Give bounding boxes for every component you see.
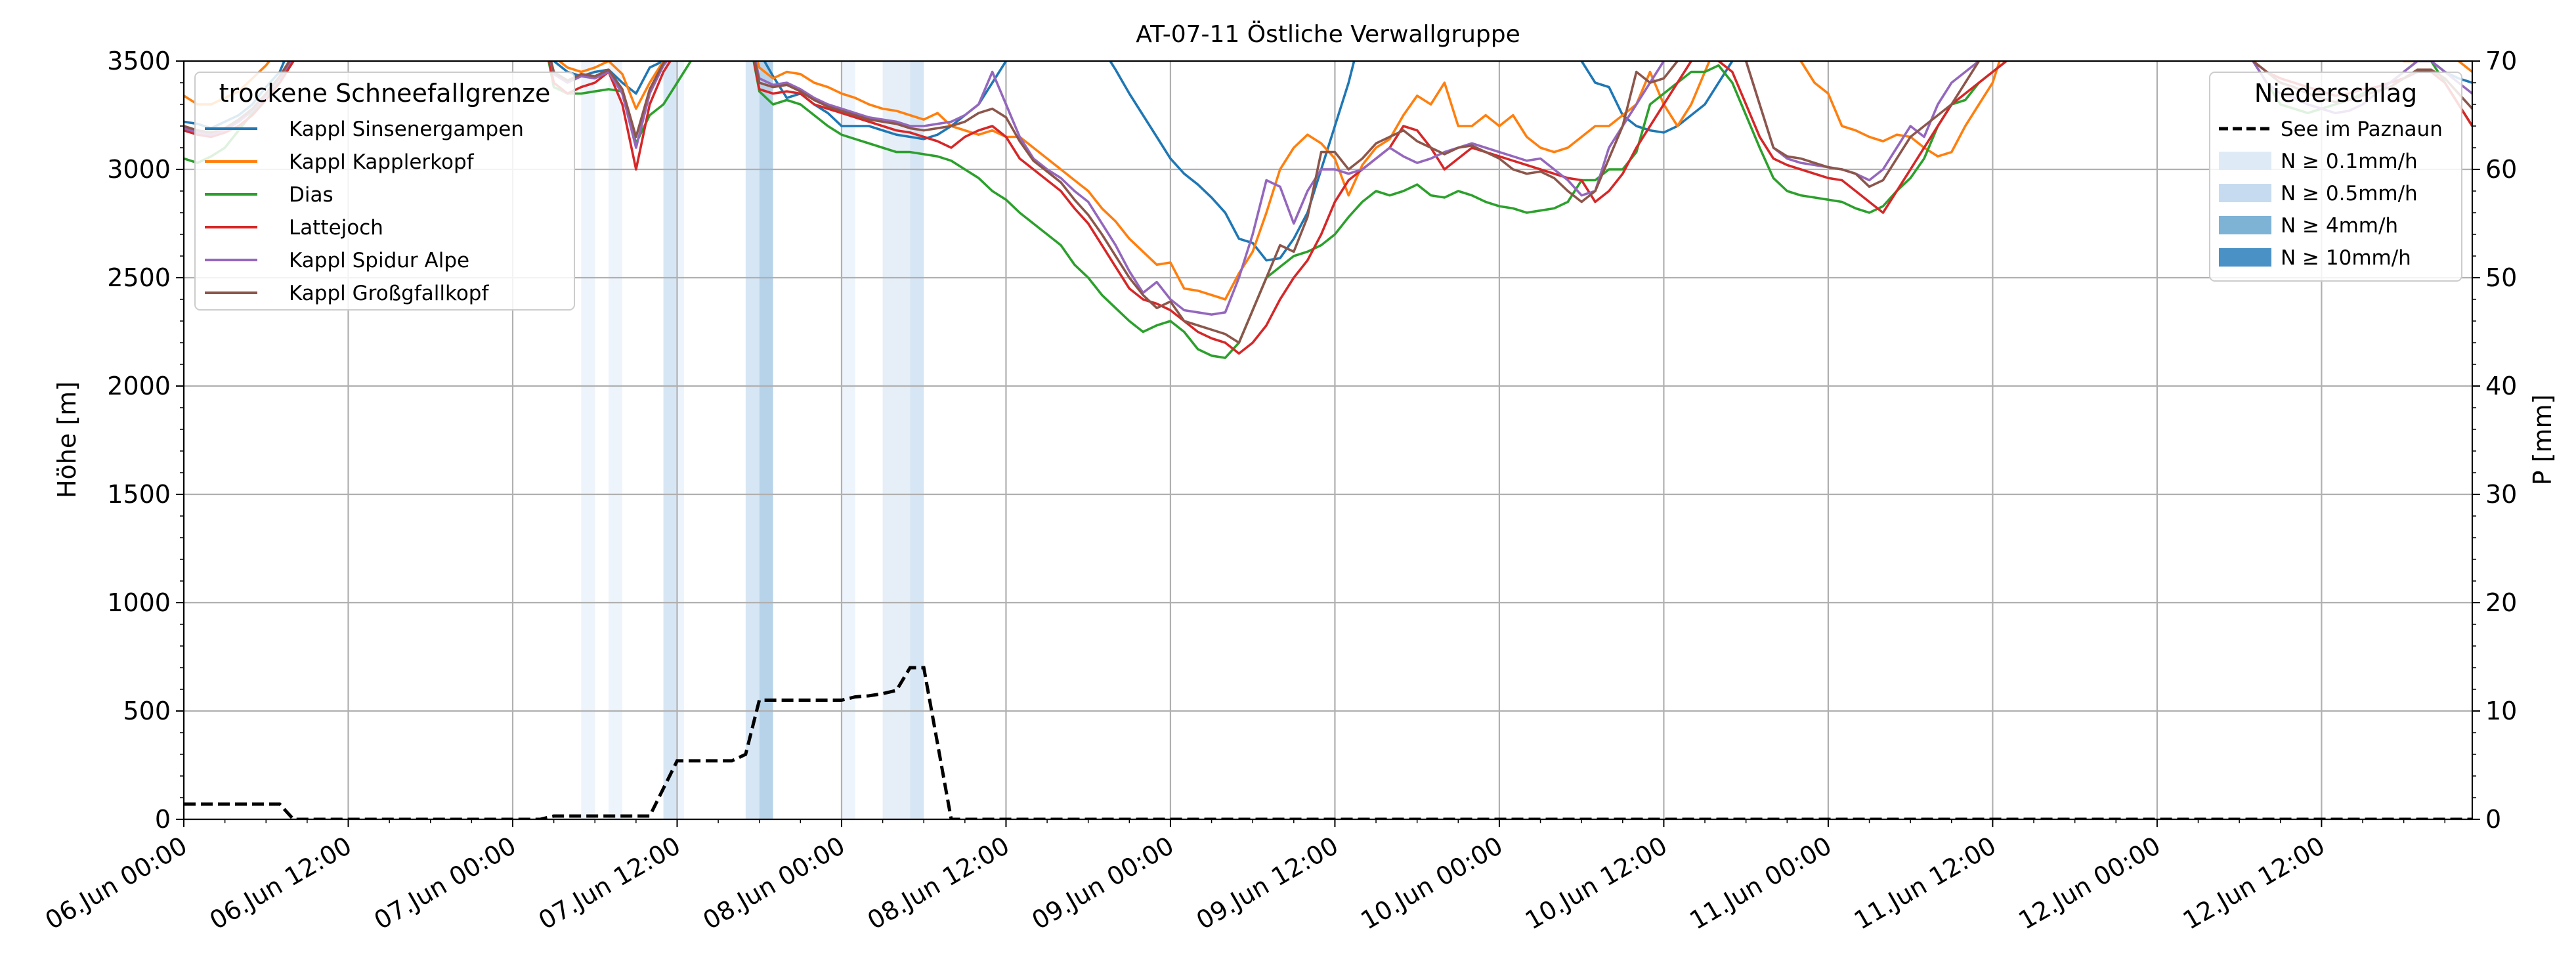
legend-swatch bbox=[2219, 216, 2271, 234]
legend-swatch bbox=[2219, 152, 2271, 170]
legend-snowfall-title: trockene Schneefallgrenze bbox=[219, 79, 551, 108]
legend-label: N ≥ 0.5mm/h bbox=[2281, 182, 2418, 205]
legend-label: N ≥ 10mm/h bbox=[2281, 246, 2411, 270]
precipitation-bands bbox=[581, 61, 924, 819]
y2-tick-label: 0 bbox=[2485, 805, 2501, 834]
y-tick-label: 2000 bbox=[107, 372, 171, 400]
precip-band bbox=[745, 61, 760, 819]
y-tick-label: 500 bbox=[123, 697, 171, 725]
plot-frame bbox=[182, 60, 2474, 821]
precip-band bbox=[882, 61, 911, 819]
legend-precipitation-title: Niederschlag bbox=[2254, 79, 2417, 108]
legend-label: Kappl Großgfallkopf bbox=[289, 282, 489, 305]
y-axis-label: Höhe [m] bbox=[53, 381, 81, 498]
legend-label: See im Paznaun bbox=[2281, 118, 2443, 141]
legend-precipitation-box bbox=[2209, 72, 2462, 282]
y2-axis-label: P [mm] bbox=[2528, 395, 2557, 486]
legend-label: Dias bbox=[289, 183, 333, 207]
y2-tick-label: 60 bbox=[2485, 155, 2517, 184]
legend-snowfall-box bbox=[194, 72, 575, 311]
y-tick-label: 3500 bbox=[107, 47, 171, 75]
y2-tick-label: 20 bbox=[2485, 588, 2517, 617]
y2-tick-label: 50 bbox=[2485, 263, 2517, 292]
y2-tick-label: 10 bbox=[2485, 697, 2517, 725]
chart-title: AT-07-11 Östliche Verwallgruppe bbox=[1136, 20, 1520, 48]
legend-snowfall: trockene Schneefallgrenze Kappl Sinsener… bbox=[194, 72, 575, 311]
y2-tick-label: 30 bbox=[2485, 480, 2517, 509]
legend-swatch bbox=[2219, 184, 2271, 202]
y-tick-label: 2500 bbox=[107, 263, 171, 292]
y-tick-label: 1000 bbox=[107, 588, 171, 617]
precip-band bbox=[759, 61, 773, 819]
precip-band bbox=[677, 61, 684, 819]
y-tick-label: 3000 bbox=[107, 155, 171, 184]
legend-label: N ≥ 4mm/h bbox=[2281, 214, 2398, 238]
legend-swatch bbox=[2219, 248, 2271, 267]
precip-band bbox=[609, 61, 622, 819]
legend-label: Kappl Sinsenergampen bbox=[289, 118, 524, 141]
precip-band bbox=[581, 61, 595, 819]
legend-label: N ≥ 0.1mm/h bbox=[2281, 150, 2418, 173]
legend-label: Kappl Spidur Alpe bbox=[289, 249, 469, 272]
precip-band bbox=[841, 61, 855, 819]
y-tick-label: 0 bbox=[155, 805, 171, 834]
y2-tick-label: 70 bbox=[2485, 47, 2517, 75]
legend-label: Kappl Kapplerkopf bbox=[289, 150, 475, 174]
y-axis-left: 0 500 1000 1500 2000 2500 3000 3500 bbox=[107, 47, 184, 834]
precip-band bbox=[910, 61, 924, 819]
legend-precipitation: Niederschlag See im Paznaun N ≥ 0.1mm/h N … bbox=[2209, 72, 2462, 282]
y2-tick-label: 40 bbox=[2485, 372, 2517, 400]
precip-band bbox=[663, 61, 677, 819]
y-axis-right: 0 10 20 30 40 50 60 70 bbox=[2472, 47, 2517, 834]
y-tick-label: 1500 bbox=[107, 480, 171, 509]
legend-label: Lattejoch bbox=[289, 216, 383, 240]
